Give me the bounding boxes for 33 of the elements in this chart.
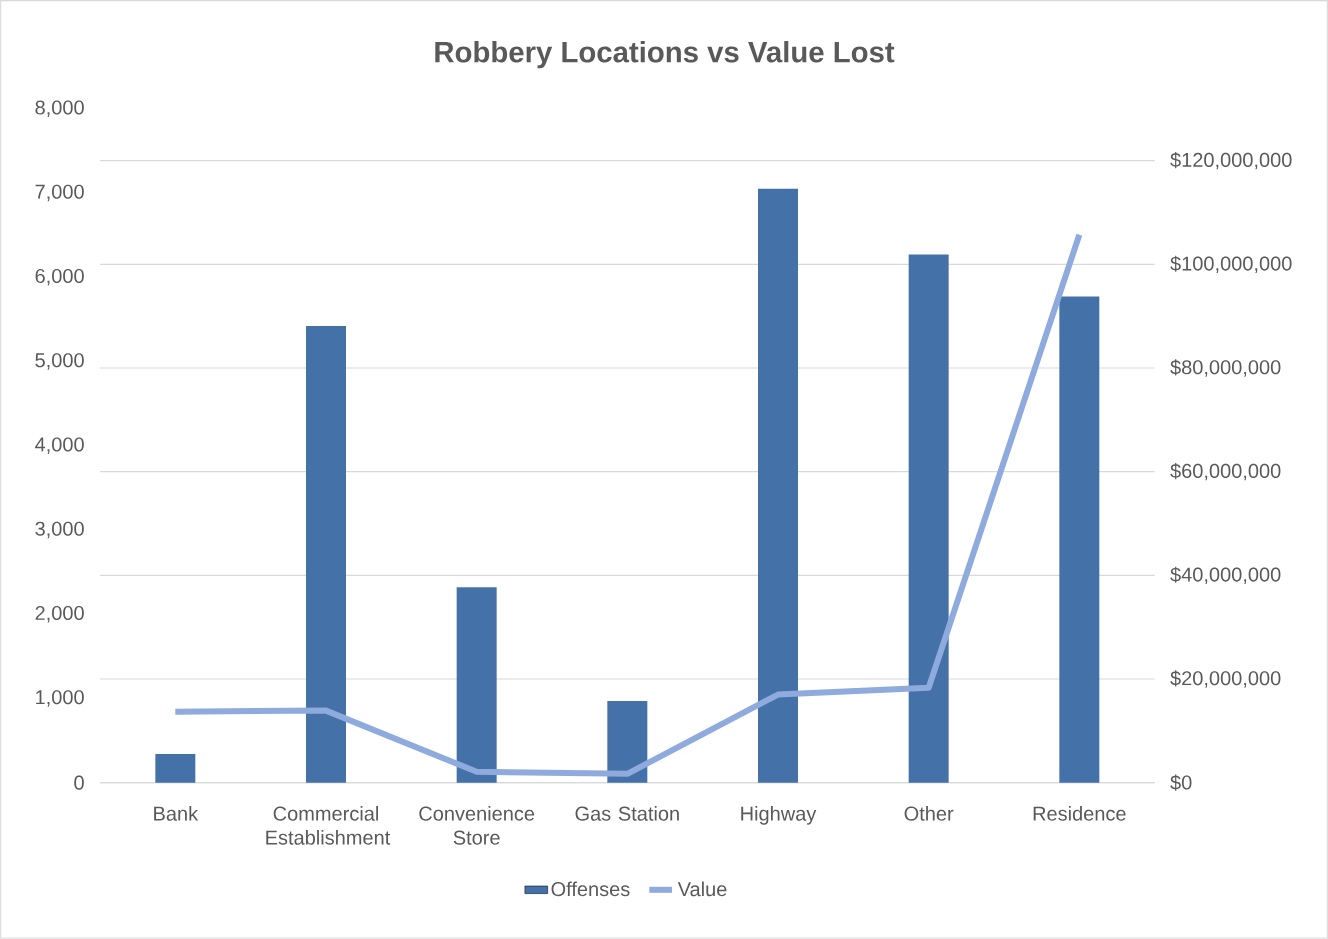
- y2-tick-label: $80,000,000: [1170, 359, 1281, 377]
- y-tick-label: 1,000: [36, 690, 84, 707]
- legend-label: Value: [677, 881, 727, 897]
- y-tick-label: 3,000: [35, 521, 84, 539]
- y-tick-label: 5,000: [35, 353, 84, 370]
- x-tick-label: Gas Station: [575, 806, 679, 821]
- bar: [306, 326, 346, 783]
- y2-tick-label: $120,000,000: [1170, 152, 1292, 170]
- y-tick-label: 6,000: [35, 269, 84, 286]
- x-tick-label: Bank: [154, 806, 199, 821]
- bar: [607, 701, 648, 783]
- x-tick-label: Residence: [1033, 806, 1126, 821]
- y-tick-label: 0: [74, 775, 84, 790]
- x-tick-label: Commercial Establishment: [266, 806, 391, 845]
- y2-tick-label: $100,000,000: [1170, 255, 1292, 274]
- y2-tick-label: $0: [1170, 774, 1192, 791]
- bar: [1059, 296, 1100, 783]
- bar: [758, 188, 798, 783]
- y-tick-label: 7,000: [35, 184, 84, 202]
- legend-label: Offenses: [551, 881, 630, 897]
- bar: [908, 254, 949, 783]
- y2-tick-label: $40,000,000: [1170, 566, 1281, 585]
- y-tick-label: 4,000: [35, 437, 84, 455]
- bar: [155, 754, 196, 783]
- y-tick-label: 8,000: [35, 100, 84, 118]
- x-tick-label: Convenience Store: [419, 806, 535, 845]
- chart-title: Robbery Locations vs Value Lost: [435, 41, 895, 69]
- y-tick-label: 2,000: [35, 606, 84, 623]
- x-tick-label: Other: [904, 806, 954, 821]
- y2-tick-label: $60,000,000: [1170, 463, 1281, 481]
- x-tick-label: Highway: [741, 806, 817, 825]
- y2-tick-label: $20,000,000: [1170, 670, 1281, 688]
- bar: [456, 587, 497, 783]
